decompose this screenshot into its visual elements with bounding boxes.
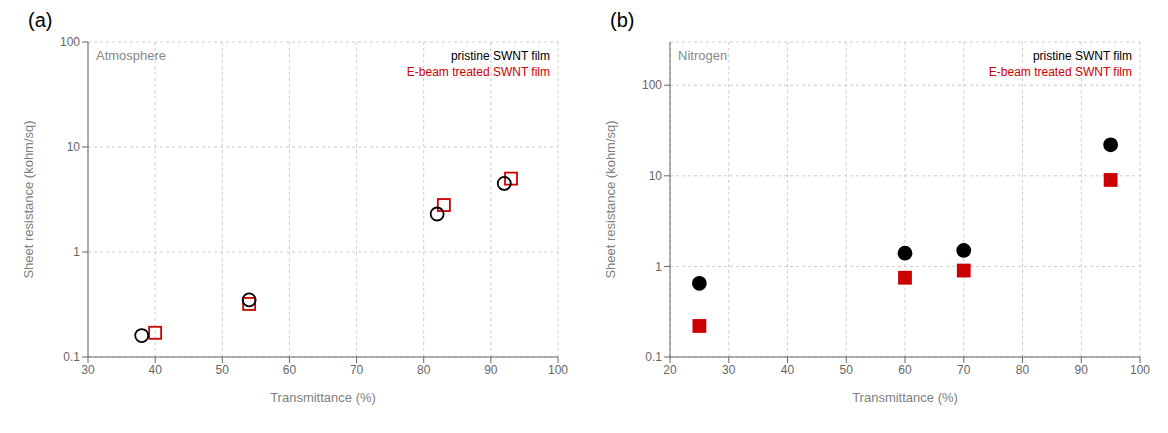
svg-text:40: 40 (148, 363, 162, 377)
svg-text:1: 1 (655, 260, 662, 274)
svg-text:0.1: 0.1 (63, 350, 80, 364)
html-text:(b): (b) (610, 9, 635, 31)
svg-text:20: 20 (663, 363, 677, 377)
svg-text:1: 1 (73, 245, 80, 259)
html-text:Atmosphere: Atmosphere (96, 48, 167, 63)
svg-text:10: 10 (649, 169, 663, 183)
svg-text:Sheet resistance (kohm/sq): Sheet resistance (kohm/sq) (603, 120, 618, 278)
svg-text:60: 60 (283, 363, 297, 377)
svg-text:100: 100 (60, 35, 80, 49)
svg-text:80: 80 (417, 363, 431, 377)
svg-text:Transmittance (%): Transmittance (%) (852, 390, 958, 405)
svg-text:60: 60 (898, 363, 912, 377)
svg-text:70: 70 (350, 363, 364, 377)
html-text:E-beam treated SWNT film: E-beam treated SWNT film (988, 65, 1132, 79)
svg-text:90: 90 (1075, 363, 1089, 377)
svg-text:50: 50 (840, 363, 854, 377)
svg-text:10: 10 (67, 140, 81, 154)
svg-text:100: 100 (642, 78, 662, 92)
svg-text:70: 70 (957, 363, 971, 377)
svg-text:80: 80 (1016, 363, 1030, 377)
svg-text:0.1: 0.1 (645, 350, 662, 364)
svg-text:50: 50 (216, 363, 230, 377)
svg-text:90: 90 (484, 363, 498, 377)
svg-text:100: 100 (1130, 363, 1150, 377)
svg-text:40: 40 (781, 363, 795, 377)
svg-text:30: 30 (722, 363, 736, 377)
svg-text:Transmittance (%): Transmittance (%) (270, 390, 376, 405)
html-text:(a): (a) (28, 9, 53, 31)
svg-text:Sheet resistance (kohm/sq): Sheet resistance (kohm/sq) (21, 120, 36, 278)
html-text:pristine SWNT film: pristine SWNT film (1032, 49, 1132, 63)
svg-text:100: 100 (548, 363, 568, 377)
html-text:pristine SWNT film: pristine SWNT film (450, 49, 550, 63)
html-text:E-beam treated SWNT film: E-beam treated SWNT film (406, 65, 550, 79)
html-text:Nitrogen: Nitrogen (678, 48, 728, 63)
svg-text:30: 30 (81, 363, 95, 377)
